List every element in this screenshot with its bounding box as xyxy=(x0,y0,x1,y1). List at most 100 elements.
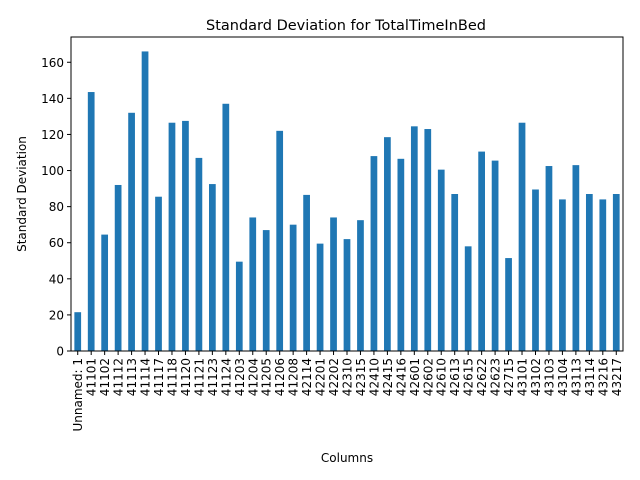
bar-37 xyxy=(572,165,580,351)
x-tick-label: 43102 xyxy=(529,358,543,396)
x-tick-label: 41206 xyxy=(273,358,287,396)
x-tick-label: 42202 xyxy=(327,358,341,396)
x-tick-label: 43101 xyxy=(516,358,530,396)
y-tick-label: 0 xyxy=(56,345,64,359)
x-tick-label: 43216 xyxy=(596,358,610,396)
x-tick-label: 43217 xyxy=(610,358,624,396)
bar-15 xyxy=(276,130,284,351)
bar-19 xyxy=(330,217,337,351)
x-tick-label: 42315 xyxy=(354,358,368,396)
x-tick-label: 41101 xyxy=(85,358,99,396)
y-axis-title: Standard Deviation xyxy=(15,136,29,252)
bar-23 xyxy=(384,137,391,351)
x-tick-label: 42622 xyxy=(475,358,489,396)
bar-3 xyxy=(114,184,122,351)
x-tick-label: 41123 xyxy=(206,358,220,396)
bar-2 xyxy=(101,234,109,351)
bar-30 xyxy=(478,151,485,351)
bar-4 xyxy=(128,112,135,351)
y-tick-label: 80 xyxy=(49,200,64,214)
x-tick-label: Unnamed: 1 xyxy=(71,358,85,432)
x-tick-label: 41120 xyxy=(179,358,193,396)
bar-22 xyxy=(370,156,378,351)
bar-9 xyxy=(195,157,203,351)
y-tick-label: 40 xyxy=(49,272,64,286)
x-tick-label: 41114 xyxy=(139,358,153,396)
x-tick-label: 43114 xyxy=(583,358,597,396)
y-tick-label: 160 xyxy=(41,56,64,70)
bar-34 xyxy=(532,189,539,351)
x-tick-label: 42715 xyxy=(502,358,516,396)
x-tick-label: 43113 xyxy=(569,358,583,396)
y-tick-label: 120 xyxy=(41,128,64,142)
x-tick-label: 41118 xyxy=(165,358,179,396)
bar-14 xyxy=(262,230,270,351)
x-tick-label: 42310 xyxy=(341,358,355,396)
bar-12 xyxy=(235,261,243,351)
y-tick-label: 100 xyxy=(41,164,64,178)
bar-8 xyxy=(182,120,189,351)
y-tick-label: 60 xyxy=(49,236,64,250)
x-tick-label: 41204 xyxy=(246,358,260,396)
bar-18 xyxy=(316,243,324,351)
bar-36 xyxy=(559,199,566,351)
x-tick-label: 41124 xyxy=(219,358,233,396)
bars-layer xyxy=(74,51,620,352)
x-tick-label: 42416 xyxy=(394,358,408,396)
bar-21 xyxy=(357,220,364,351)
x-tick-label: 42601 xyxy=(408,358,422,396)
bar-25 xyxy=(410,126,418,351)
bar-16 xyxy=(289,224,297,351)
x-tick-label: 41208 xyxy=(287,358,301,396)
x-tick-label: 42613 xyxy=(448,358,462,396)
bar-20 xyxy=(343,239,351,351)
x-tick-label: 42602 xyxy=(421,358,435,396)
bar-1 xyxy=(87,92,95,351)
bar-38 xyxy=(585,194,593,351)
plot-frame xyxy=(70,36,624,352)
x-tick-label: 42623 xyxy=(489,358,503,396)
x-tick-label: 43103 xyxy=(542,358,556,396)
bar-29 xyxy=(464,246,472,351)
bar-39 xyxy=(599,199,607,351)
bar-28 xyxy=(451,194,459,351)
bar-32 xyxy=(505,258,512,351)
y-axis-ticks: 0 20 40 60 80 100 120 140 160 xyxy=(41,56,71,359)
bar-33 xyxy=(518,122,526,351)
bar-27 xyxy=(437,169,445,351)
x-tick-label: 41121 xyxy=(192,358,206,396)
x-tick-label: 42615 xyxy=(462,358,476,396)
bar-10 xyxy=(209,184,216,351)
bar-6 xyxy=(155,196,162,351)
bar-7 xyxy=(168,122,176,351)
y-tick-label: 20 xyxy=(49,308,64,322)
bar-40 xyxy=(612,194,620,351)
chart-title: Standard Deviation for TotalTimeInBed xyxy=(206,18,486,34)
bar-13 xyxy=(249,217,257,351)
x-tick-label: 41203 xyxy=(233,358,247,396)
x-tick-label: 42610 xyxy=(435,358,449,396)
bar-0 xyxy=(74,312,82,351)
x-tick-label: 41113 xyxy=(125,358,139,396)
x-tick-label: 42415 xyxy=(381,358,395,396)
y-tick-label: 140 xyxy=(41,92,64,106)
bar-11 xyxy=(222,103,230,352)
x-tick-label: 41112 xyxy=(112,358,126,396)
x-tick-label: 42114 xyxy=(300,358,314,396)
bar-17 xyxy=(303,194,310,351)
x-axis-title: Columns xyxy=(321,451,373,465)
x-axis-ticks: Unnamed: 1 41101 41102 41112 41113 41114 41117… xyxy=(71,351,624,432)
bar-26 xyxy=(424,129,432,351)
x-tick-label: 42410 xyxy=(367,358,381,396)
x-tick-label: 41117 xyxy=(152,358,166,396)
bar-35 xyxy=(545,166,553,351)
x-tick-label: 41205 xyxy=(260,358,274,396)
x-tick-label: 42201 xyxy=(314,358,328,396)
bar-31 xyxy=(491,160,499,351)
bar-5 xyxy=(141,51,149,351)
x-tick-label: 41102 xyxy=(98,358,112,396)
bar-24 xyxy=(397,158,405,351)
x-tick-label: 43104 xyxy=(556,358,570,396)
